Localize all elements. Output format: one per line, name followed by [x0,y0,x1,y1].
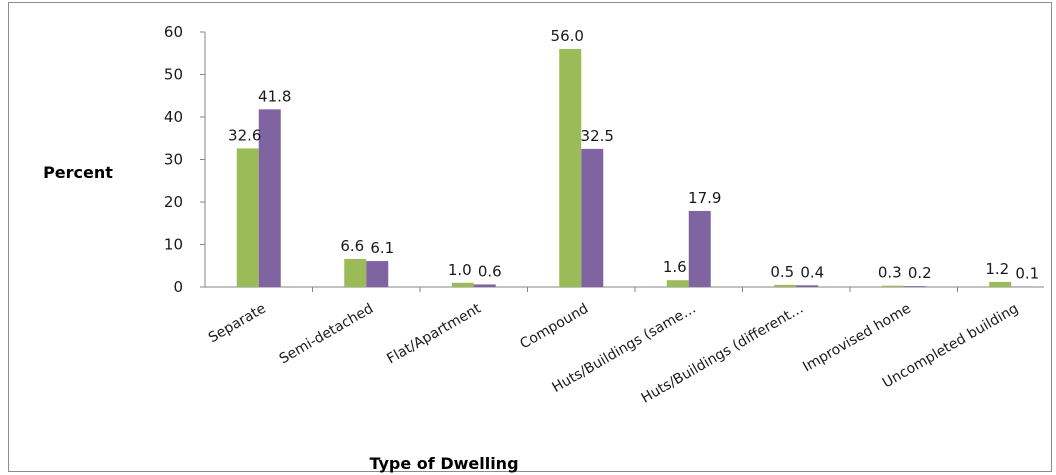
bar-series-2-1 [258,109,281,287]
data-label: 1.6 [663,258,687,276]
data-label: 6.1 [370,239,394,257]
bar-series-2-3 [473,284,496,287]
data-label: 17.9 [688,189,721,207]
data-label: 0.6 [478,262,502,280]
bar-series-1-1 [236,148,259,287]
bar-series-2-6 [796,285,819,287]
y-tick-label: 40 [164,108,183,126]
bar-series-1-6 [774,284,797,287]
bar-series-1-4 [559,49,582,287]
data-label: 32.5 [581,127,614,145]
bar-series-1-5 [666,280,689,287]
bar-series-2-2 [366,261,389,287]
y-axis-title: Percent [43,163,113,182]
y-tick-label: 20 [164,193,183,211]
y-tick-label: 60 [164,23,183,41]
x-axis-categories: Separate Semi-detached Flat/Apartment Compo… [206,287,1021,407]
x-axis-title: Type of Dwelling [369,454,518,473]
category-label: Compound [517,301,591,353]
data-label: 32.6 [228,126,261,144]
chart-frame [8,2,1052,472]
y-tick-label: 50 [164,66,183,84]
data-label: 0.4 [800,263,824,281]
category-label: Semi-detached [277,301,377,368]
category-label: Flat/Apartment [384,300,484,367]
data-label: 41.8 [258,87,291,105]
data-label: 0.5 [770,263,794,281]
bar-series-1-7 [881,285,904,287]
y-tick-label: 10 [164,236,183,254]
bar-series-1-8 [989,281,1012,287]
y-tick-label: 30 [164,151,183,169]
data-label: 0.1 [1015,265,1039,283]
bar-group [236,49,1034,287]
data-label: 1.2 [985,260,1009,278]
data-label: 0.2 [908,264,932,282]
y-axis-ticks: 0 10 20 30 40 50 60 [164,23,205,296]
bar-series-2-4 [581,148,604,287]
data-labels: 32.6 41.8 6.6 6.1 1.0 0.6 56.0 32.5 1.6 17.9 0.5 0.… [228,27,1039,283]
data-label: 1.0 [448,261,472,279]
y-tick-label: 0 [173,278,183,296]
category-label: Improvised home [800,301,913,376]
bar-series-1-3 [451,282,474,287]
data-label: 0.3 [878,264,902,282]
category-label: Separate [206,301,269,347]
data-label: 6.6 [340,237,364,255]
bar-series-2-7 [903,286,926,287]
bar-series-1-2 [344,258,367,287]
bar-series-2-5 [688,210,711,287]
data-label: 56.0 [551,27,584,45]
